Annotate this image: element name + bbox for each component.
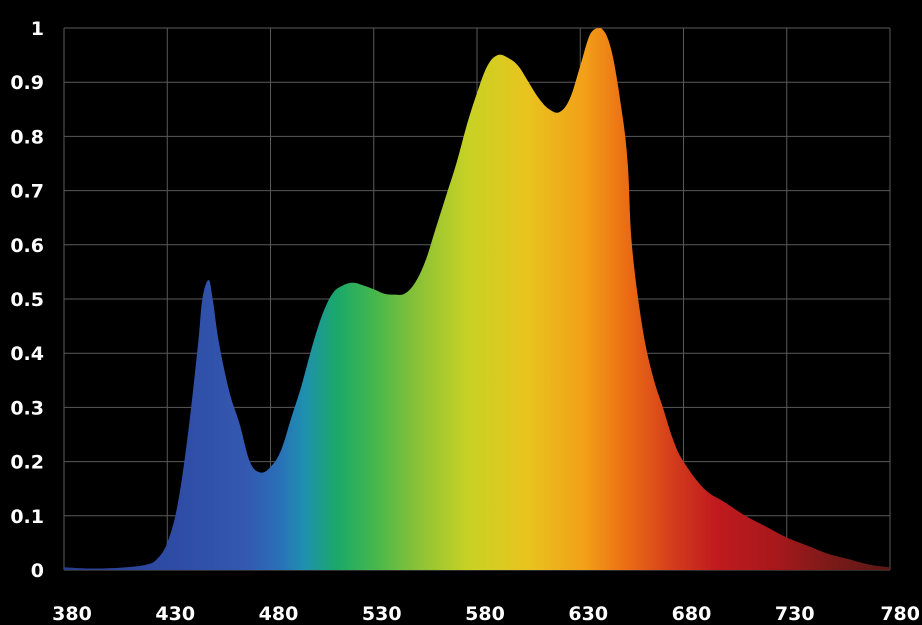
y-tick-label: 0.9 [10, 72, 44, 94]
x-tick-label: 480 [259, 603, 299, 625]
x-tick-label: 730 [775, 603, 815, 625]
y-tick-label: 0.4 [10, 343, 44, 365]
x-tick-label: 630 [568, 603, 608, 625]
y-axis-tick-labels: 0 0.1 0.2 0.3 0.4 0.5 0.6 0.7 0.8 0.9 1 [10, 18, 44, 582]
y-tick-label: 1 [31, 18, 44, 40]
x-tick-label: 380 [52, 603, 92, 625]
y-tick-label: 0.8 [10, 126, 44, 148]
y-tick-label: 0.2 [10, 452, 44, 474]
y-tick-label: 0.1 [10, 506, 44, 528]
x-axis-tick-labels: 380 430 480 530 580 630 680 730 780 [52, 603, 920, 625]
x-tick-label: 780 [880, 603, 920, 625]
y-tick-label: 0 [31, 560, 44, 582]
y-tick-label: 0.7 [10, 181, 44, 203]
y-tick-label: 0.5 [10, 289, 44, 311]
y-tick-label: 0.3 [10, 397, 44, 419]
x-tick-label: 430 [155, 603, 195, 625]
y-tick-label: 0.6 [10, 235, 44, 257]
x-tick-label: 680 [672, 603, 712, 625]
x-tick-label: 530 [362, 603, 402, 625]
x-tick-label: 580 [465, 603, 505, 625]
